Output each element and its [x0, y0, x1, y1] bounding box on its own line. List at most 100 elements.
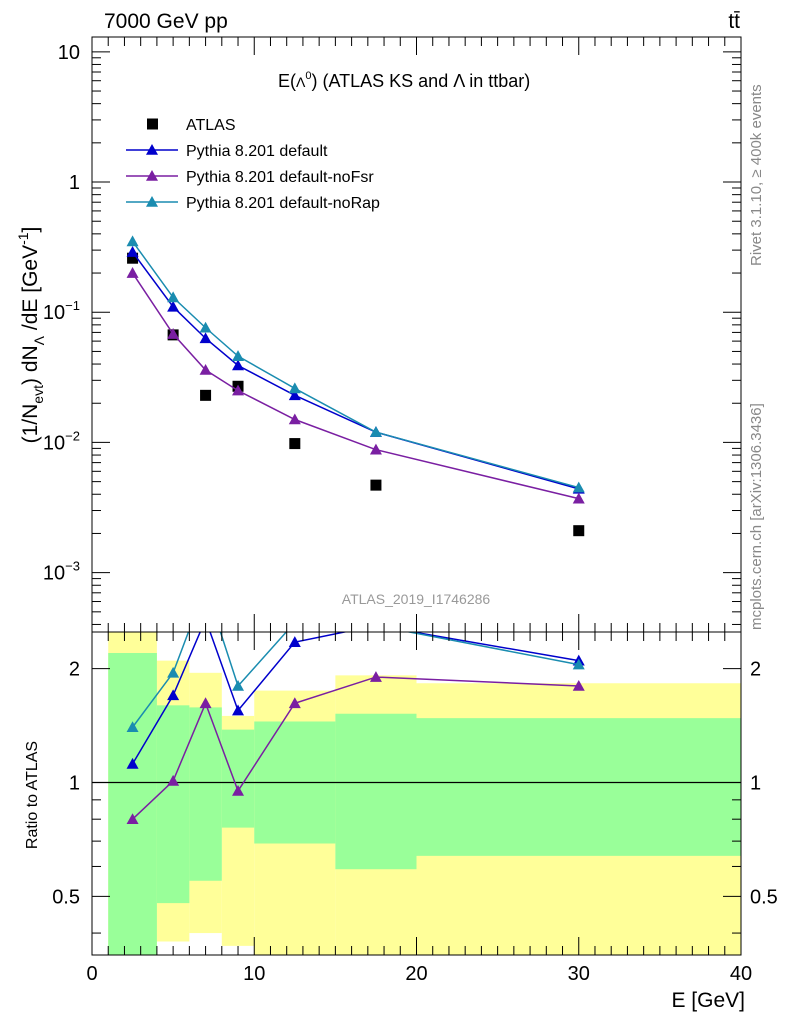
y-axis-label-part-d: Λ	[31, 335, 47, 345]
uncertainty-band-inner	[221, 729, 255, 828]
data-point	[288, 389, 301, 401]
rivet-version-label: Rivet 3.1.10, ≥ 400k events	[748, 84, 765, 266]
data-point	[199, 332, 212, 344]
data-point	[126, 246, 139, 257]
data-point	[573, 525, 585, 537]
plot-title-part-d: ) (ATLAS KS and Λ in ttbar)	[311, 71, 530, 91]
ratio-y-axis-label: Ratio to ATLAS	[24, 741, 41, 849]
uncertainty-band-inner	[189, 707, 222, 881]
legend-marker	[146, 196, 158, 207]
legend-entry: ATLAS	[147, 117, 236, 134]
data-point	[199, 364, 212, 375]
x-tick-label: 0	[86, 963, 97, 985]
y-axis-label-part-e: /dE [GeV	[19, 245, 42, 336]
data-point	[167, 291, 180, 303]
legend: ATLAS Pythia 8.201 default Pythia 8.201 de…	[126, 117, 380, 212]
ratio-data-point	[369, 671, 382, 682]
series-pythia-8-201-default-norap	[126, 235, 585, 493]
ratio-data-point	[370, 620, 382, 631]
data-point	[199, 321, 212, 333]
collision-energy-label: 7000 GeV pp	[104, 10, 228, 33]
data-point	[289, 438, 301, 450]
legend-label: ATLAS	[186, 117, 236, 134]
data-point	[167, 300, 180, 312]
series-atlas	[127, 252, 585, 537]
series-pythia-8-201-default-nofsr	[126, 267, 585, 504]
uncertainty-band-inner	[416, 718, 741, 856]
data-point	[126, 267, 139, 278]
y-axis-label-part-f: -1	[15, 232, 31, 245]
series-line	[131, 240, 579, 489]
plot-title-part-b: Λ	[296, 74, 306, 90]
data-point	[126, 235, 139, 247]
ratio-plot-panel: 2 2 1 1 0.5 0.5 0 10 20 30 40 Ratio to ATLAS E [Ge…	[24, 580, 778, 1012]
series-line	[131, 272, 579, 500]
data-point	[232, 384, 245, 396]
ratio-y-tick-label-right: 2	[750, 659, 761, 681]
y-axis-label: (1/Nevt) dNΛ /dE [GeV-1]	[15, 227, 47, 444]
ratio-y-tick-label: 1	[69, 773, 80, 795]
x-tick-label: 30	[568, 963, 590, 985]
ratio-data-point	[126, 813, 139, 824]
ratio-data-point	[288, 636, 301, 647]
y-tick-label: 10−1	[43, 298, 80, 324]
uncertainty-band-inner	[156, 705, 190, 904]
legend-marker	[146, 144, 158, 155]
legend-entry: Pythia 8.201 default-noRap	[126, 195, 380, 212]
ratio-data-point	[200, 613, 212, 624]
y-axis-label-part-g: ]	[19, 227, 42, 233]
ratio-series-pythia-8-201-default-nofsr	[126, 671, 585, 824]
y-axis-label-part-c: ) dN	[19, 345, 42, 385]
x-tick-label: 10	[243, 963, 265, 985]
y-tick-label: 10−2	[43, 428, 80, 454]
ratio-data-point	[288, 697, 301, 709]
ratio-data-point	[167, 666, 180, 678]
data-point	[369, 426, 382, 437]
data-point	[232, 359, 245, 371]
ratio-data-point	[126, 757, 139, 769]
y-axis-label-part-b: evt	[30, 385, 46, 404]
series-line	[131, 251, 579, 490]
data-point	[127, 252, 139, 264]
ratio-plot-area	[92, 580, 741, 955]
legend-label: Pythia 8.201 default	[186, 143, 328, 160]
ratio-data-point	[167, 689, 180, 701]
ratio-data-point	[232, 704, 245, 716]
legend-label: Pythia 8.201 default-noRap	[186, 195, 380, 212]
uncertainty-band-inner	[335, 713, 417, 870]
data-point	[200, 389, 212, 401]
ratio-y-tick-label: 2	[69, 659, 80, 681]
mcplots-reference-label: mcplots.cern.ch [arXiv:1306.3436]	[748, 403, 765, 630]
y-axis-label-part-a: (1/N	[19, 404, 42, 444]
ratio-y-tick-label-right: 1	[750, 773, 761, 795]
ratio-data-point	[370, 620, 382, 631]
main-plot-area	[126, 235, 585, 537]
data-point	[572, 492, 585, 504]
legend-entry: Pythia 8.201 default	[126, 143, 328, 160]
data-point	[369, 443, 382, 455]
data-point	[572, 481, 585, 493]
ratio-y-tick-label: 0.5	[52, 886, 80, 908]
series-pythia-8-201-default	[126, 246, 585, 494]
main-plot-ticks: 10 1 10−1 10−2 10−3	[43, 37, 742, 632]
data-point	[167, 328, 180, 339]
ratio-data-point	[126, 721, 139, 733]
y-tick-label: 1	[69, 172, 80, 194]
y-tick-label: 10	[58, 42, 80, 64]
ratio-data-point	[200, 580, 212, 591]
ratio-data-point	[572, 679, 585, 691]
ratio-data-point	[232, 679, 245, 691]
x-tick-label: 20	[405, 963, 427, 985]
ratio-y-tick-label-right: 0.5	[750, 886, 778, 908]
legend-entry: Pythia 8.201 default-noFsr	[126, 169, 374, 186]
analysis-id-label: ATLAS_2019_I1746286	[342, 591, 491, 607]
ratio-data-point	[232, 784, 245, 796]
data-point	[232, 350, 245, 361]
ratio-data-point	[289, 616, 301, 627]
ratio-series-pythia-8-201-default	[126, 613, 585, 769]
legend-marker	[146, 170, 158, 181]
data-point	[288, 382, 301, 394]
ratio-data-point	[167, 774, 180, 786]
